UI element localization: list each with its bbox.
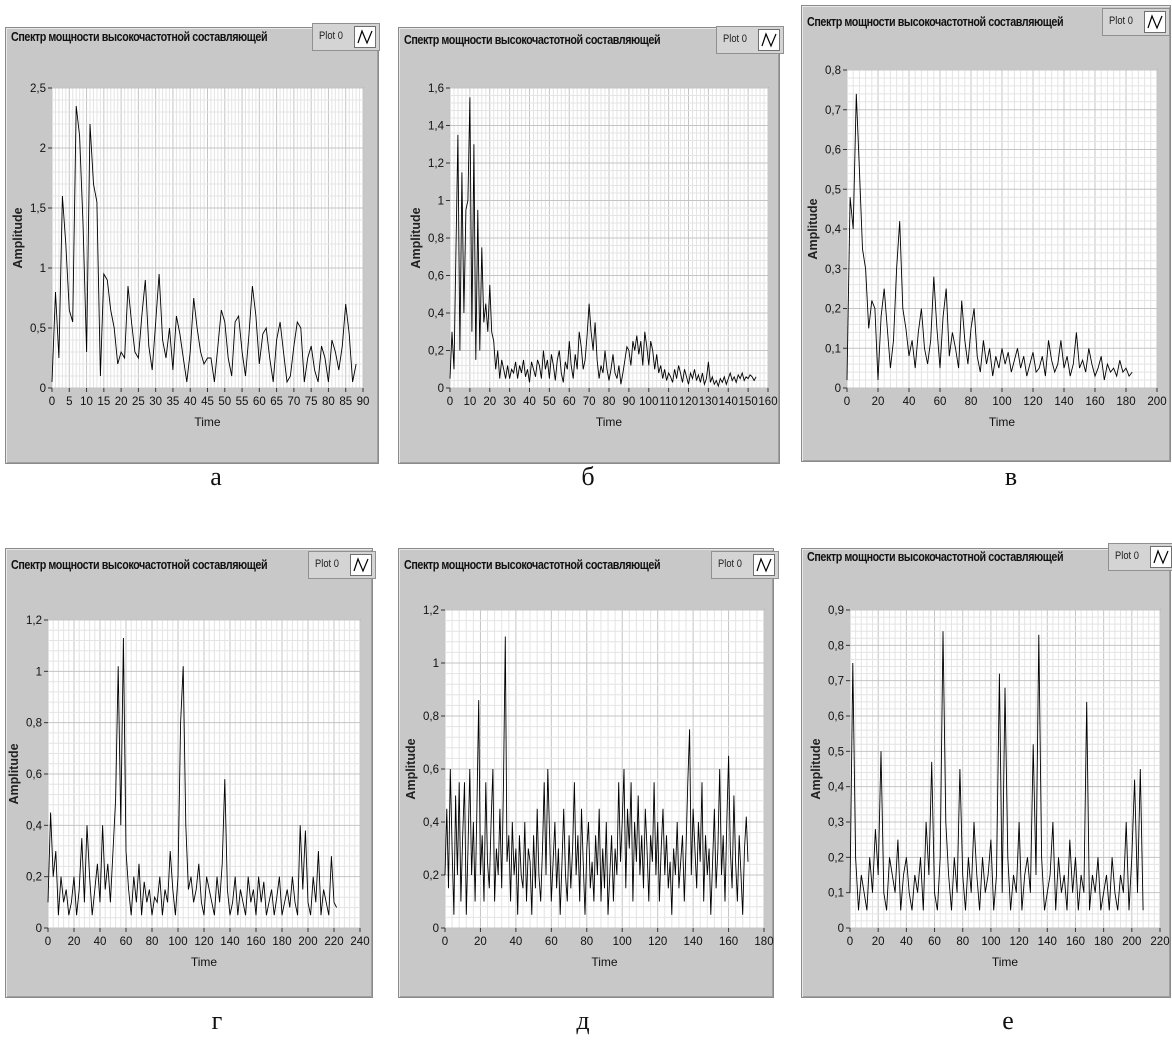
- chart-panel: [5, 548, 373, 998]
- figure-caption: а: [210, 462, 222, 491]
- chart-panel: [801, 5, 1171, 462]
- legend-label: Plot 0: [1115, 550, 1139, 562]
- legend-label: Plot 0: [723, 33, 747, 45]
- legend-label: Plot 0: [315, 558, 339, 570]
- plot-legend[interactable]: Plot 0: [308, 551, 376, 579]
- chart-title: Спектр мощности высокочастотной составля…: [807, 15, 1064, 29]
- figure-caption: в: [1004, 462, 1018, 491]
- chart-title: Спектр мощности высокочастотной составля…: [404, 558, 661, 572]
- plot-legend[interactable]: Plot 0: [1108, 543, 1172, 571]
- figure-caption: д: [576, 1006, 590, 1035]
- chart-panel: [398, 548, 774, 998]
- chart-title: Спектр мощности высокочастотной составля…: [11, 30, 268, 44]
- plot-legend[interactable]: Plot 0: [1102, 8, 1170, 36]
- legend-label: Plot 0: [319, 30, 343, 42]
- chart-panel: [801, 548, 1171, 998]
- chart-title: Спектр мощности высокочастотной составля…: [11, 558, 268, 572]
- chart-title: Спектр мощности высокочастотной составля…: [404, 33, 661, 47]
- line-style-icon[interactable]: [1150, 546, 1172, 568]
- line-style-icon[interactable]: [753, 554, 775, 576]
- figure-caption: г: [211, 1006, 223, 1035]
- plot-legend[interactable]: Plot 0: [716, 26, 784, 54]
- plot-legend[interactable]: Plot 0: [711, 551, 779, 579]
- plot-legend[interactable]: Plot 0: [312, 23, 380, 51]
- line-style-icon[interactable]: [354, 26, 376, 48]
- line-style-icon[interactable]: [758, 29, 780, 51]
- line-style-icon[interactable]: [1144, 11, 1166, 33]
- legend-label: Plot 0: [1109, 15, 1133, 27]
- chart-panel: [5, 27, 379, 464]
- line-style-icon[interactable]: [350, 554, 372, 576]
- legend-label: Plot 0: [718, 558, 742, 570]
- chart-panel: [398, 27, 780, 464]
- figure-caption: б: [581, 462, 595, 491]
- figure-caption: е: [1002, 1006, 1014, 1035]
- chart-title: Спектр мощности высокочастотной составля…: [807, 550, 1064, 564]
